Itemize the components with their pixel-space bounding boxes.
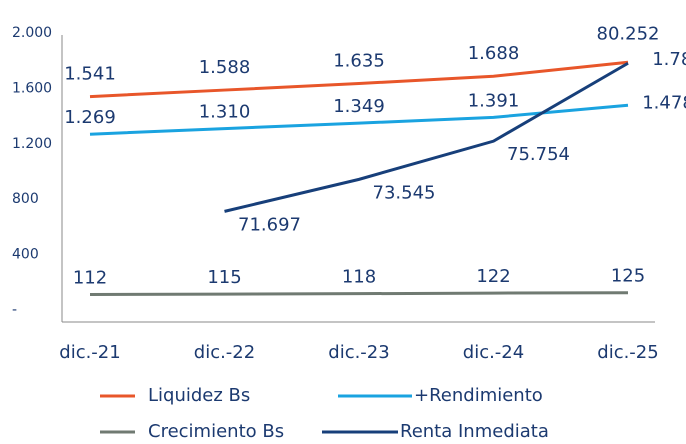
- series-line: [224, 61, 629, 213]
- data-label: 1.391: [468, 90, 520, 111]
- y-tick-label: 1.600: [12, 80, 52, 96]
- data-label: 1.588: [199, 57, 251, 78]
- data-label: 122: [476, 266, 510, 287]
- data-label: 1.635: [333, 51, 385, 72]
- data-label: 118: [342, 267, 376, 288]
- y-tick-label: 2.000: [12, 25, 52, 41]
- data-label: 1.541: [64, 64, 116, 85]
- x-tick-label: dic.-22: [194, 342, 255, 363]
- x-tick-label: dic.-23: [328, 342, 389, 363]
- y-tick-label: 800: [12, 191, 39, 207]
- data-label: 1.310: [199, 102, 251, 123]
- data-label: 125: [611, 266, 645, 287]
- data-label: 115: [207, 267, 241, 288]
- data-label: 1.688: [468, 43, 520, 64]
- legend-label: Renta Inmediata: [400, 421, 549, 442]
- data-label: 80.252: [597, 23, 660, 44]
- x-tick-label: dic.-24: [463, 342, 524, 363]
- data-label: 1.478: [642, 92, 686, 113]
- legend-label: Liquidez Bs: [148, 385, 250, 406]
- y-tick-label: 1.200: [12, 136, 52, 152]
- data-label: 1.269: [64, 107, 116, 128]
- data-label: 1.349: [333, 96, 385, 117]
- legend-label: +Rendimiento: [414, 385, 543, 406]
- data-label: 1.789: [652, 49, 686, 70]
- data-label: 71.697: [238, 214, 301, 235]
- data-label: 112: [73, 267, 107, 288]
- x-tick-label: dic.-25: [597, 342, 658, 363]
- y-tick-label: -: [12, 302, 17, 318]
- x-tick-label: dic.-21: [59, 342, 120, 363]
- data-label: 75.754: [507, 144, 570, 165]
- series-line: [89, 103, 629, 136]
- data-label: 73.545: [373, 182, 436, 203]
- y-tick-label: 400: [12, 247, 39, 263]
- series-line: [89, 60, 629, 99]
- series-line: [89, 291, 629, 296]
- legend-label: Crecimiento Bs: [148, 421, 284, 442]
